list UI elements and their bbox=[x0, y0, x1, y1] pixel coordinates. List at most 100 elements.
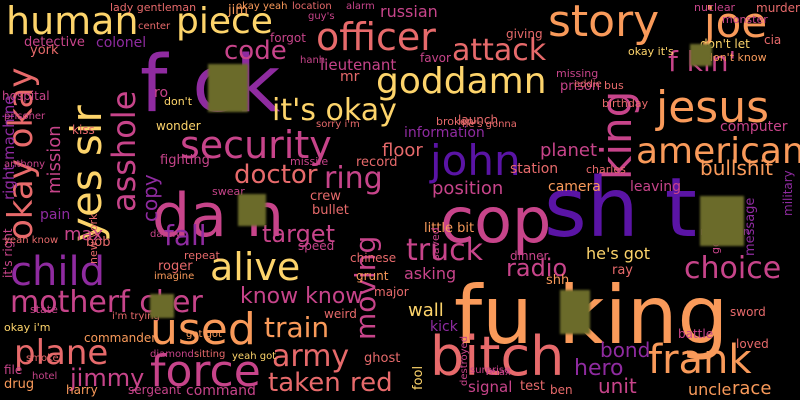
pixelation-block bbox=[238, 194, 266, 226]
word: i'm trying bbox=[112, 311, 160, 322]
word: state bbox=[30, 303, 58, 316]
word: grunt bbox=[356, 269, 389, 283]
word: drug bbox=[4, 377, 35, 392]
word: roger bbox=[158, 259, 193, 274]
word: jesus bbox=[656, 82, 770, 133]
pixelation-block bbox=[690, 44, 712, 66]
word: commander bbox=[84, 331, 157, 345]
word: truck bbox=[406, 233, 483, 268]
word: imagine bbox=[154, 271, 195, 282]
word: kiss bbox=[72, 123, 95, 137]
word: sorry i'm bbox=[316, 119, 360, 130]
word: bus bbox=[604, 79, 624, 92]
word: story bbox=[548, 0, 660, 47]
word: bullshit bbox=[700, 156, 773, 180]
word: kick bbox=[430, 319, 458, 335]
word: position bbox=[432, 178, 504, 199]
word: don't know bbox=[706, 51, 767, 64]
word: station bbox=[510, 161, 559, 177]
word: hero bbox=[574, 356, 624, 381]
word: army bbox=[272, 339, 350, 374]
word: don't let bbox=[700, 37, 750, 51]
word: camera bbox=[548, 179, 601, 195]
word: ghost bbox=[364, 351, 401, 366]
word: piece bbox=[176, 1, 273, 42]
word: harry bbox=[66, 383, 98, 397]
word: frank bbox=[648, 337, 752, 383]
word: ben bbox=[550, 383, 573, 397]
word: information bbox=[404, 125, 485, 141]
word: missile bbox=[290, 155, 329, 168]
word: russian bbox=[380, 2, 438, 21]
word: don't bbox=[164, 95, 193, 108]
word: sitting bbox=[194, 349, 226, 360]
word: hotel bbox=[32, 371, 58, 382]
word: sh t bbox=[544, 161, 697, 256]
word: american bbox=[636, 131, 800, 172]
pixelation-block bbox=[208, 64, 248, 112]
word: charles bbox=[586, 163, 626, 176]
word: bob bbox=[86, 235, 111, 250]
word: taken bbox=[268, 368, 341, 398]
word: shh bbox=[546, 273, 570, 288]
word: okay yeah bbox=[236, 1, 288, 12]
word: joe bbox=[704, 0, 768, 47]
word: fall bbox=[164, 219, 207, 252]
word: major bbox=[374, 285, 409, 299]
word: planet bbox=[540, 140, 597, 161]
word: birthday bbox=[602, 97, 649, 110]
pixelation-block bbox=[700, 196, 744, 246]
word: asshole bbox=[105, 90, 143, 212]
word: colonel bbox=[96, 35, 147, 51]
word: red bbox=[350, 368, 393, 398]
word: eddie bbox=[574, 79, 602, 90]
word: okay i'm bbox=[4, 321, 51, 334]
word: yeah got bbox=[232, 351, 277, 362]
word: military bbox=[781, 170, 795, 216]
word: bond bbox=[600, 338, 651, 362]
word: favor bbox=[420, 51, 451, 65]
word: missing bbox=[556, 67, 599, 80]
word: relax bbox=[486, 367, 511, 378]
word: uncle bbox=[688, 380, 732, 399]
word: file bbox=[4, 363, 23, 377]
word: cop bbox=[440, 184, 552, 257]
word: saved bbox=[429, 227, 442, 260]
word: goddamn bbox=[376, 61, 547, 102]
word: know know bbox=[240, 284, 364, 309]
word: forgot bbox=[270, 31, 306, 45]
word: pain bbox=[40, 207, 71, 223]
word: doctor bbox=[234, 160, 318, 190]
word: ro bbox=[154, 85, 169, 101]
word: copy bbox=[138, 174, 162, 222]
pixelation-block bbox=[150, 294, 174, 318]
word: got got bbox=[186, 329, 222, 340]
word: max bbox=[64, 224, 104, 245]
word: york bbox=[30, 43, 59, 58]
word: he's gonna bbox=[462, 119, 517, 130]
word: test bbox=[520, 379, 545, 394]
word: fighting bbox=[160, 153, 210, 168]
word: weird bbox=[324, 307, 357, 321]
word: alarm bbox=[346, 1, 375, 12]
word: smoke bbox=[26, 353, 59, 364]
word: mission bbox=[44, 125, 65, 194]
word: sergeant bbox=[128, 383, 182, 397]
word: leaving bbox=[630, 179, 682, 195]
word: lieutenant bbox=[320, 56, 397, 74]
word: alive bbox=[210, 245, 301, 289]
word: plane bbox=[14, 333, 109, 373]
word: wall bbox=[408, 300, 444, 321]
word: lady gentleman bbox=[110, 1, 197, 14]
word: record bbox=[356, 155, 398, 170]
word: battle bbox=[678, 327, 714, 341]
word: john bbox=[430, 136, 521, 185]
word: monster bbox=[722, 13, 768, 26]
word: child bbox=[10, 249, 105, 295]
word: repeat bbox=[184, 249, 220, 262]
word: yeah know bbox=[4, 235, 59, 246]
word: jim bbox=[228, 3, 248, 18]
word: crew bbox=[310, 189, 341, 204]
word: okay it's bbox=[628, 45, 674, 58]
